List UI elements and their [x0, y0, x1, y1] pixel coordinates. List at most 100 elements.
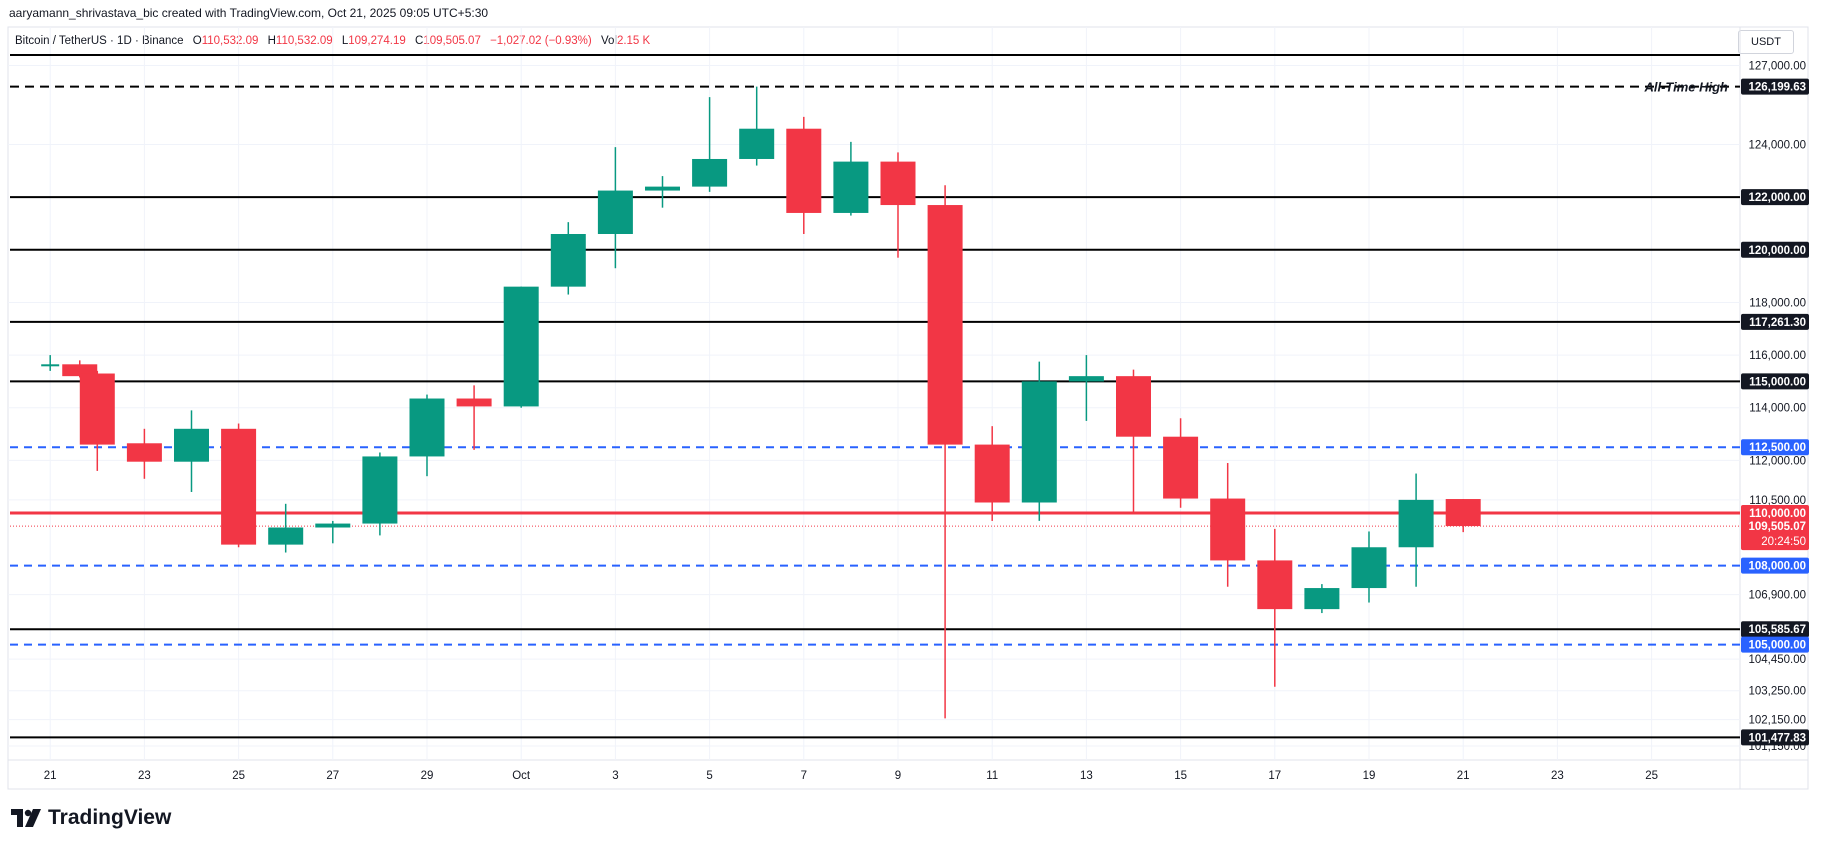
- level-label-badge: [1741, 373, 1809, 390]
- level-label: 115,000.00: [1749, 376, 1806, 388]
- open-label: O: [192, 35, 202, 47]
- x-tick-label: 27: [326, 770, 339, 782]
- close-label: C: [414, 35, 424, 47]
- y-tick-label: 106,900.00: [1748, 590, 1806, 602]
- x-tick-label: 17: [1268, 770, 1281, 782]
- x-tick-label: 5: [706, 770, 712, 782]
- symbol-name[interactable]: Bitcoin / TetherUS · 1D · Binance: [15, 35, 184, 47]
- x-tick-label: 29: [421, 770, 434, 782]
- x-tick-label: 21: [1457, 770, 1470, 782]
- level-label: 126,199.63: [1748, 82, 1806, 94]
- level-label: 117,261.30: [1749, 317, 1806, 329]
- candle-body: [1398, 499, 1434, 548]
- volume-label: Vol: [600, 35, 617, 47]
- price-chart[interactable]: 21 23 25 27 29 Oct 3 5 7 9 11 13 15 17 19 21 23 25 124,000…: [0, 0, 1825, 800]
- level-label-badge: [1741, 621, 1809, 638]
- x-tick-label: Oct: [512, 770, 531, 782]
- x-tick-label: 23: [138, 770, 151, 782]
- candle-body: [503, 286, 539, 407]
- candle-body: [268, 527, 304, 545]
- candle-body: [786, 128, 822, 213]
- tradingview-logo-icon: [11, 809, 41, 827]
- level-label-badge: [1741, 313, 1809, 330]
- symbol-legend: Bitcoin / TetherUS · 1D · Binance O110,5…: [15, 35, 650, 47]
- candle-body: [1163, 436, 1199, 499]
- y-tick-label: 112,000.00: [1749, 455, 1806, 467]
- x-tick-label: 21: [44, 770, 57, 782]
- level-label-badge: [1741, 505, 1809, 522]
- countdown-label: 20:24:50: [1761, 536, 1806, 548]
- candle-body: [1351, 547, 1387, 589]
- candle-body: [456, 398, 492, 407]
- level-label-badge: [1741, 78, 1809, 95]
- level-label-badge: [1741, 439, 1809, 456]
- candle-body: [1445, 499, 1481, 527]
- level-label-badge: [1741, 636, 1809, 653]
- change-value: −1,027.02 (−0.93%): [490, 35, 592, 47]
- level-label-badge: [1741, 241, 1809, 258]
- x-tick-label: 9: [895, 770, 901, 782]
- candle-body: [315, 523, 351, 528]
- level-label: 122,000.00: [1748, 192, 1806, 204]
- candle-body: [126, 443, 162, 462]
- level-label: 105,000.00: [1748, 640, 1806, 652]
- candle-body: [739, 128, 775, 159]
- level-label-badge: [1741, 189, 1809, 206]
- candle-body: [62, 364, 98, 377]
- candle-body: [221, 428, 257, 545]
- level-label: 101,477.83: [1748, 732, 1806, 744]
- candle-body: [880, 161, 916, 206]
- candle-body: [1304, 588, 1340, 610]
- candle-body: [362, 456, 398, 524]
- level-label: 120,000.00: [1748, 245, 1806, 257]
- close-value: 109,505.07: [423, 35, 481, 47]
- level-label: 110,000.00: [1749, 508, 1806, 520]
- y-tick-label: 110,500.00: [1749, 495, 1806, 507]
- last-price-label: 109,505.07: [1748, 521, 1806, 533]
- candle-body: [833, 161, 869, 213]
- volume-value: 2.15 K: [616, 35, 651, 47]
- candle-body: [173, 428, 209, 462]
- y-tick-label: 103,250.00: [1748, 686, 1806, 698]
- high-label: H: [267, 35, 276, 47]
- candle-body: [597, 190, 633, 235]
- y-tick-label: 104,450.00: [1748, 654, 1806, 666]
- candle-body: [409, 398, 445, 457]
- low-value: 109,274.19: [348, 35, 406, 47]
- tradingview-logo[interactable]: TradingView: [11, 806, 171, 830]
- candle-body: [692, 158, 728, 187]
- x-tick-label: 13: [1080, 770, 1093, 782]
- y-tick-label: 116,000.00: [1749, 350, 1806, 362]
- candle-body: [41, 364, 60, 367]
- candle-body: [1021, 381, 1057, 503]
- x-tick-label: 25: [1645, 770, 1658, 782]
- y-tick-label: 118,000.00: [1749, 297, 1806, 309]
- open-value: 110,532.09: [201, 35, 259, 47]
- candle-body: [1257, 560, 1293, 610]
- currency-button[interactable]: USDT: [1738, 30, 1794, 54]
- candle-body: [1115, 376, 1151, 437]
- candle-body: [79, 373, 115, 445]
- level-label: 105,585.67: [1748, 624, 1806, 636]
- x-tick-label: 23: [1551, 770, 1564, 782]
- candle-body: [550, 234, 586, 287]
- level-annotation: All-Time High: [1643, 80, 1728, 95]
- level-label: 108,000.00: [1748, 561, 1806, 573]
- x-tick-label: 3: [612, 770, 618, 782]
- level-label-badge: [1741, 557, 1809, 574]
- attribution-text: aaryamann_shrivastava_bic created with T…: [9, 6, 489, 20]
- y-tick-label: 114,000.00: [1749, 403, 1806, 415]
- y-tick-label: 124,000.00: [1748, 140, 1806, 152]
- candle-body: [974, 444, 1010, 503]
- x-tick-label: 19: [1363, 770, 1376, 782]
- x-tick-label: 11: [986, 770, 998, 782]
- x-tick-label: 25: [232, 770, 245, 782]
- last-price-badge: [1741, 518, 1809, 551]
- x-tick-label: 15: [1174, 770, 1187, 782]
- candle-body: [927, 205, 963, 445]
- candle-body: [1068, 376, 1104, 382]
- x-tick-label: 7: [801, 770, 807, 782]
- low-label: L: [341, 35, 349, 47]
- high-value: 110,532.09: [275, 35, 333, 47]
